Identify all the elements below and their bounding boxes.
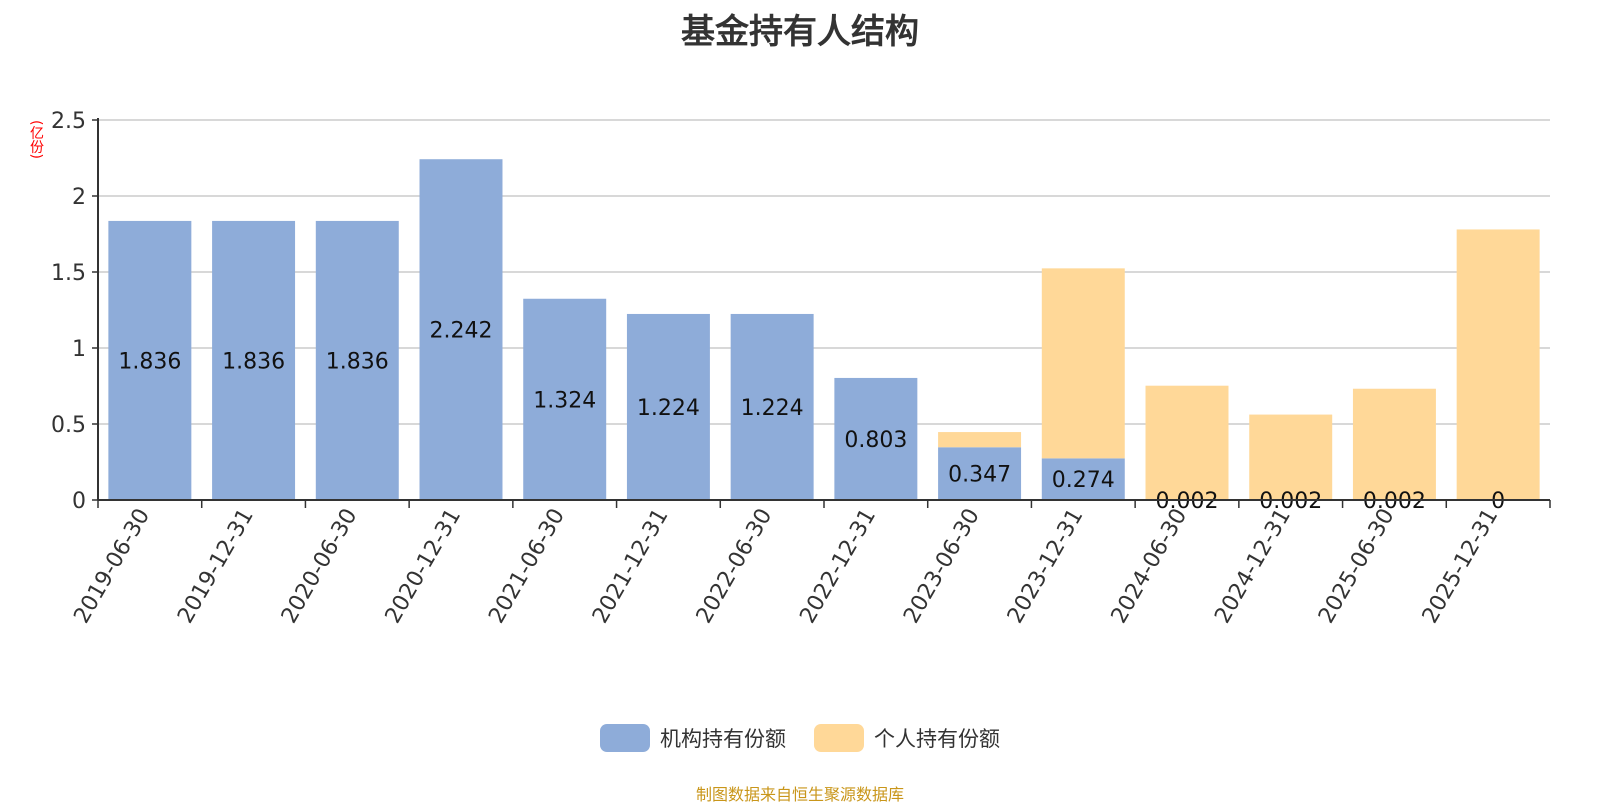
- data-label: 2.242: [430, 319, 493, 344]
- data-label: 0.274: [1052, 468, 1115, 493]
- x-tick-label: 2025-06-30: [1314, 505, 1400, 628]
- x-tick-label: 2023-06-30: [899, 505, 985, 628]
- x-tick-label: 2019-12-31: [173, 505, 259, 628]
- x-tick-label: 2025-12-31: [1418, 505, 1504, 628]
- x-tick-label: 2024-06-30: [1107, 505, 1193, 628]
- legend-item-individual[interactable]: 个人持有份额: [814, 723, 1000, 753]
- y-tick-label: 1: [72, 337, 86, 362]
- bar-individual: [1249, 415, 1332, 500]
- legend-item-institutional[interactable]: 机构持有份额: [600, 723, 786, 753]
- data-label: 0.002: [1259, 489, 1322, 514]
- data-label: 1.836: [118, 349, 181, 374]
- data-label: 1.324: [533, 388, 596, 413]
- x-tick-label: 2022-06-30: [692, 505, 778, 628]
- x-tick-label: 2021-06-30: [484, 505, 570, 628]
- x-tick-label: 2023-12-31: [1003, 505, 1089, 628]
- y-tick-label: 0: [72, 489, 86, 514]
- data-label: 1.836: [326, 349, 389, 374]
- data-label: 1.224: [637, 396, 700, 421]
- data-label: 0.803: [844, 428, 907, 453]
- data-label: 0.347: [948, 463, 1011, 488]
- bar-individual: [1457, 229, 1540, 500]
- legend-label-institutional: 机构持有份额: [660, 723, 786, 753]
- bar-individual: [938, 432, 1021, 447]
- x-tick-label: 2020-06-30: [277, 505, 363, 628]
- legend-swatch-individual: [814, 724, 864, 752]
- data-label: 0: [1491, 489, 1505, 514]
- legend-swatch-institutional: [600, 724, 650, 752]
- y-tick-label: 1.5: [51, 261, 86, 286]
- x-tick-label: 2024-12-31: [1210, 505, 1296, 628]
- data-label: 0.002: [1156, 489, 1219, 514]
- x-tick-label: 2022-12-31: [795, 505, 881, 628]
- y-tick-label: 2.5: [51, 109, 86, 134]
- data-label: 1.836: [222, 349, 285, 374]
- legend: 机构持有份额 个人持有份额: [0, 723, 1600, 753]
- data-label: 0.002: [1363, 489, 1426, 514]
- data-label: 1.224: [741, 396, 804, 421]
- x-tick-label: 2021-12-31: [588, 505, 674, 628]
- bar-individual: [1146, 386, 1229, 500]
- bar-individual: [1353, 389, 1436, 500]
- x-tick-label: 2020-12-31: [381, 505, 467, 628]
- y-tick-label: 2: [72, 185, 86, 210]
- data-source-note: 制图数据来自恒生聚源数据库: [0, 781, 1600, 805]
- bar-individual: [1042, 268, 1125, 458]
- y-tick-label: 0.5: [51, 413, 86, 438]
- x-tick-label: 2019-06-30: [69, 505, 155, 628]
- legend-label-individual: 个人持有份额: [874, 723, 1000, 753]
